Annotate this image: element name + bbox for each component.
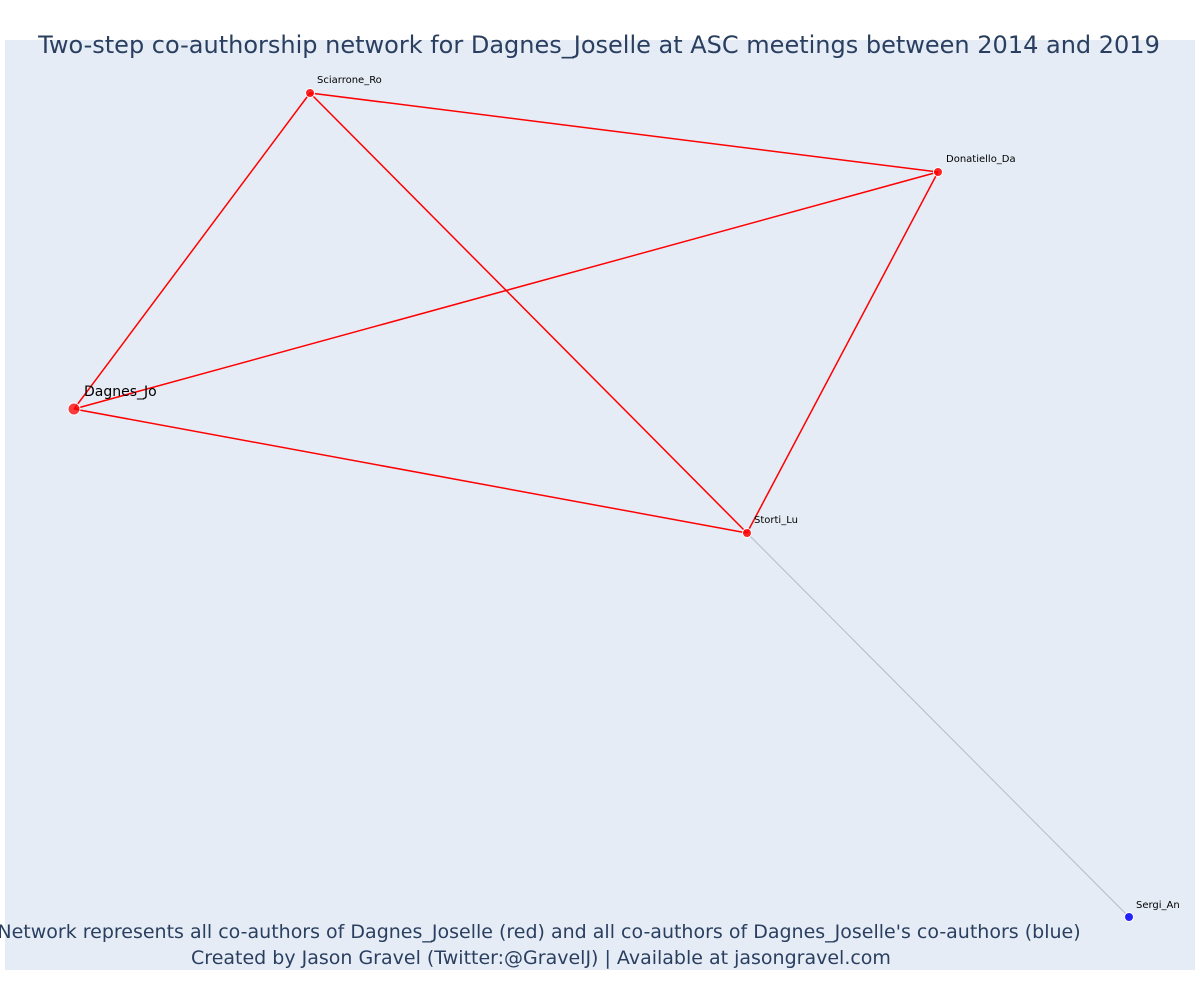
node-marker-storti[interactable] — [742, 528, 752, 538]
edge-storti-sergi — [746, 532, 1130, 918]
nodes-layer: Dagnes_Jo Sciarrone_Ro Donatiello_Da Storti… — [67, 75, 1180, 922]
node-label-sergi: Sergi_An — [1136, 900, 1180, 911]
node-sergi[interactable]: Sergi_An — [1124, 900, 1180, 922]
node-marker-sergi[interactable] — [1124, 912, 1134, 922]
caption-line-1: Network represents all co-authors of Dag… — [0, 921, 1081, 943]
plot-background — [5, 40, 1195, 970]
node-marker-donatiello[interactable] — [933, 167, 943, 177]
node-label-donatiello: Donatiello_Da — [946, 154, 1016, 165]
node-sciarrone[interactable]: Sciarrone_Ro — [305, 75, 382, 98]
node-marker-sciarrone[interactable] — [305, 88, 315, 98]
node-storti[interactable]: Storti_Lu — [742, 515, 798, 538]
edge-sciarrone-storti — [309, 92, 748, 534]
node-dagnes[interactable]: Dagnes_Jo — [67, 384, 157, 416]
edges-layer — [73, 92, 1130, 918]
edge-dagnes-storti — [73, 408, 748, 534]
chart-title: Two-step co-authorship network for Dagne… — [37, 31, 1160, 59]
edge-dagnes-sciarrone — [73, 92, 311, 410]
node-donatiello[interactable]: Donatiello_Da — [933, 154, 1016, 177]
node-label-sciarrone: Sciarrone_Ro — [317, 75, 382, 86]
node-label-dagnes: Dagnes_Jo — [84, 384, 157, 400]
node-label-storti: Storti_Lu — [754, 515, 798, 526]
caption-line-2: Created by Jason Gravel (Twitter:@Gravel… — [191, 947, 891, 969]
node-marker-dagnes[interactable] — [67, 402, 81, 416]
edge-donatiello-storti — [746, 171, 939, 534]
edge-sciarrone-donatiello — [309, 92, 939, 173]
